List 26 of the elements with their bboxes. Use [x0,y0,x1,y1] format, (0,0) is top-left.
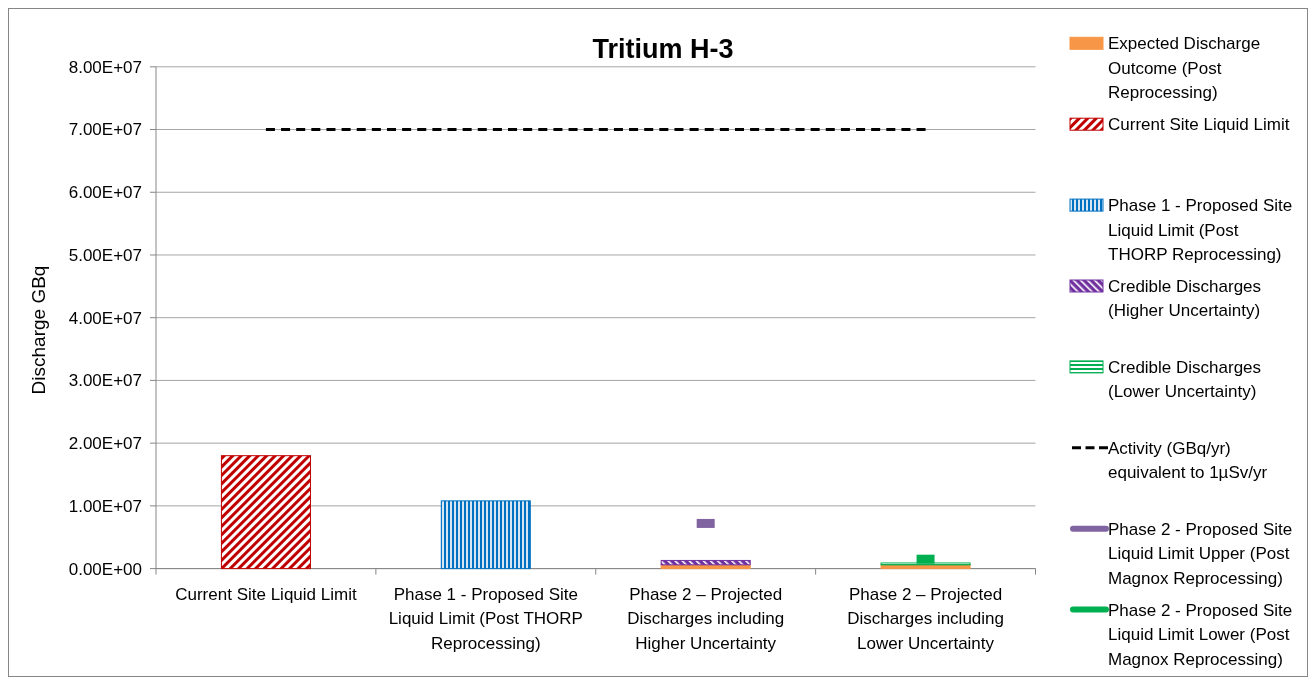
bar [440,500,531,570]
y-tick-label: 7.00E+07 [68,120,142,140]
x-tick-label: Phase 1 - Proposed Site Liquid Limit (Post THORP Reprocessing) [388,584,583,653]
legend-label: Activity (GBq/yr) equivalent to 1µSv/yr [1108,438,1268,483]
legend-label: Credible Discharges (Lower Uncertainty) [1108,357,1262,402]
bar [220,455,311,570]
legend-label: Phase 2 - Proposed Site Liquid Limit Upper (Post Magnox Reprocessing) [1108,519,1293,588]
legend-label: Expected Discharge Outcome (Post Reprocessing) [1108,34,1261,103]
y-tick-label: 0.00E+00 [68,559,142,579]
chart-title: Tritium H-3 [592,34,734,64]
legend-label: Phase 2 - Proposed Site Liquid Limit Lower (Post Magnox Reprocessing) [1108,600,1293,669]
x-tick-label: Phase 2 – Projected Discharges including Lower Uncertainty [847,584,1004,653]
y-tick-label: 1.00E+07 [68,496,142,516]
legend-label: Credible Discharges (Higher Uncertainty) [1108,276,1262,321]
y-tick-label: 3.00E+07 [68,371,142,391]
y-tick-label: 2.00E+07 [68,434,142,454]
x-tick-label: Phase 2 – Projected Discharges including Higher Uncertainty [627,584,785,653]
bar [660,559,751,566]
legend-label: Phase 1 - Proposed Site Liquid Limit (Post THORP Reprocessing) [1108,196,1293,265]
legend-label: Current Site Liquid Limit [1108,115,1290,135]
y-tick-label: 8.00E+07 [68,57,142,77]
y-tick-label: 6.00E+07 [68,183,142,203]
y-tick-label: 5.00E+07 [68,245,142,265]
x-tick-label: Current Site Liquid Limit [175,584,357,604]
y-tick-label: 4.00E+07 [68,308,142,328]
y-axis-title: Discharge GBq [27,265,49,395]
